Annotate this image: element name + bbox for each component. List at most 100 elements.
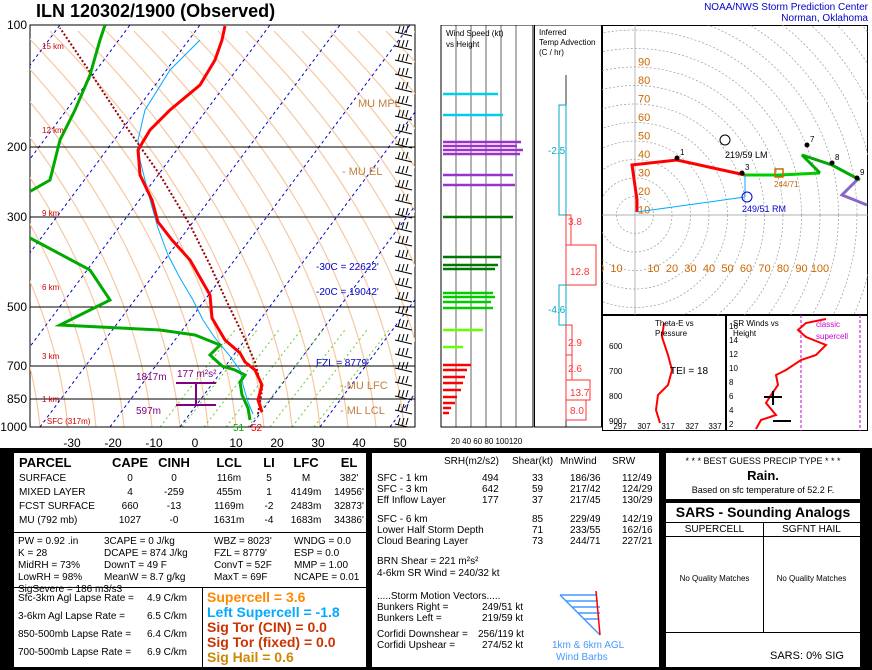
- index-value: ESP = 0.0: [294, 548, 340, 559]
- parcel-cell: -13: [166, 501, 182, 512]
- parcel-cell: 455m: [216, 487, 242, 498]
- bunkers-right-label: Bunkers Right =: [377, 602, 449, 613]
- barb-label1: 1km & 6km AGL: [552, 640, 625, 651]
- hodo-y-label: 70: [638, 93, 650, 105]
- mu-lfc-label: - MU LFC: [340, 380, 388, 392]
- height-label: 12 km: [42, 126, 64, 135]
- sr-y-label: 16: [729, 322, 738, 331]
- dewpoint-profile: [30, 25, 252, 421]
- temp-axis-label: 20: [270, 436, 284, 448]
- parcel-cell: 32873': [334, 501, 364, 512]
- hodo-segment-0-3km: [630, 158, 746, 212]
- hodo-x-label: 50: [721, 263, 733, 275]
- temp-adv-box: [565, 399, 587, 421]
- dry-adiabat: [217, 30, 415, 343]
- precip-type: Rain.: [747, 468, 779, 483]
- skewt-frame: [29, 24, 416, 428]
- temp-adv-value: 13.7: [570, 388, 590, 399]
- ml-lcl-label: - ML LCL: [340, 405, 385, 417]
- sr-y-label: 4: [729, 406, 734, 415]
- theta-y-label: 700: [609, 367, 623, 376]
- wind-barb: [394, 137, 413, 149]
- minus20-label: -20C = 19042': [316, 287, 379, 298]
- parcel-cell: -259: [163, 487, 184, 498]
- index-value: 3CAPE = 0 J/kg: [104, 536, 175, 547]
- temp-adv-title3: (C / hr): [539, 48, 564, 57]
- temp-axis-label: -30: [63, 436, 81, 448]
- kin-value: 142/19: [622, 514, 653, 525]
- dry-adiabat: [77, 30, 293, 427]
- lapse-label: 700-500mb Lapse Rate =: [18, 647, 132, 658]
- corfidi-down-value: 256/119 kt: [478, 629, 524, 640]
- spc-name: NOAA/NWS Storm Prediction Center: [704, 2, 868, 13]
- kin-value: 33: [532, 473, 544, 484]
- mixing-ratio-line: [225, 329, 302, 427]
- wind-barb: [394, 263, 413, 275]
- height-label: 15 km: [42, 42, 64, 51]
- parcel-header: CAPE: [111, 455, 149, 470]
- theta-y-label: 600: [609, 342, 623, 351]
- parcel-cell: 1: [266, 487, 272, 498]
- temperature-profile: [136, 25, 264, 413]
- dry-adiabat: [133, 30, 349, 427]
- kin-row-label: Lower Half Storm Depth: [377, 525, 484, 536]
- severe-param: Sig Hail = 0.6: [207, 649, 294, 665]
- corfidi-down-label: Corfidi Downshear =: [377, 629, 468, 640]
- lapse-label: Sfc-3km Agl Lapse Rate =: [18, 593, 134, 604]
- parcel-cell: -2: [264, 501, 274, 512]
- parcel-header: EL: [340, 455, 358, 470]
- right-mover-label: 249/51 RM: [742, 204, 786, 214]
- sr-wind-profile: [755, 318, 828, 430]
- wind-barb: [394, 277, 413, 289]
- sounding-title: ILN 120302/1900 (Observed): [36, 1, 276, 21]
- hodo-x-label: 80: [777, 263, 789, 275]
- hodo-point: [804, 142, 810, 148]
- temp-axis-label: 40: [352, 436, 366, 448]
- hodo-point: [829, 160, 835, 166]
- wind-barb: [394, 305, 413, 317]
- lapse-value: 6.4 C/km: [147, 629, 188, 640]
- sars-divider2: [666, 536, 860, 537]
- pressure-label: 300: [7, 210, 27, 224]
- height-label: 3 km: [42, 352, 60, 361]
- parcel-cell: -4: [264, 515, 274, 526]
- kin-value: 162/16: [622, 525, 653, 536]
- parcel-cell: MIXED LAYER: [19, 487, 86, 498]
- kin-value: 37: [532, 495, 544, 506]
- hodograph[interactable]: 20 10 10 20 30 40 50 60 70 80 90 100 90 80 70 60 50 40 30 2…: [602, 25, 869, 315]
- wind-barb: [394, 235, 413, 247]
- parcel-header: LFC: [293, 455, 319, 470]
- hodo-y-label: 40: [638, 149, 650, 161]
- wind-barb: [395, 12, 412, 22]
- hodo-point-label: 9: [860, 168, 865, 177]
- right-mover-marker: [741, 191, 753, 203]
- classic2: supercell: [816, 332, 849, 341]
- wind-speed-title1: Wind Speed (kt): [446, 29, 504, 38]
- classic-supercell: classic supercell: [816, 319, 848, 343]
- index-value: MaxT = 69F: [214, 572, 268, 583]
- height-label: 1 km: [42, 395, 60, 404]
- hodo-x-label: 90: [795, 263, 807, 275]
- sr-y-label: 8: [729, 378, 734, 387]
- hodo-x-label: 20: [666, 263, 678, 275]
- index-value: DownT = 49 F: [104, 560, 167, 571]
- mean-wind-marker: [774, 168, 784, 178]
- index-value: WBZ = 8023': [214, 536, 272, 547]
- index-value: PW = 0.92 .in: [18, 536, 79, 547]
- wind-barb: [394, 81, 413, 93]
- kin-value: 112/49: [622, 473, 652, 484]
- index-value: DCAPE = 874 J/kg: [104, 548, 188, 559]
- parcel-cell: MU (792 mb): [19, 515, 78, 526]
- dry-adiabat: [329, 30, 415, 130]
- wind-speed-title2: vs Height: [446, 40, 480, 49]
- kin-row-label: SFC - 1 km: [377, 473, 428, 484]
- kin-value: 124/29: [622, 484, 653, 495]
- temp-adv-value: 2.9: [568, 338, 582, 349]
- dry-adiabat: [273, 30, 415, 214]
- temp-adv-value: -2.5: [548, 146, 566, 157]
- height-label: 9 km: [42, 209, 60, 218]
- hodo-x-label: 10: [647, 263, 659, 275]
- dry-adiabat: [30, 101, 181, 427]
